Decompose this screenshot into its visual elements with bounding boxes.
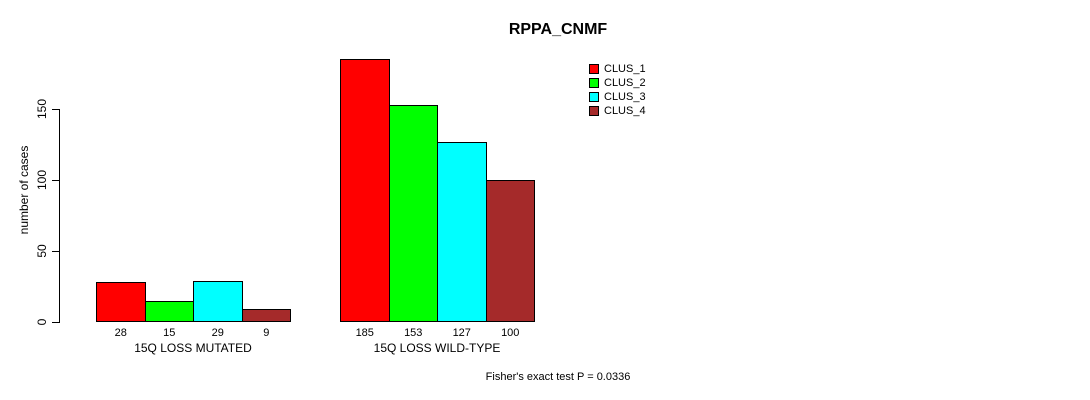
- bar-value-label: 9: [263, 327, 270, 339]
- y-axis-tick-label: 50: [35, 244, 49, 258]
- bar-clus_3-group2: [437, 141, 487, 322]
- chart-title: RPPA_CNMF: [508, 21, 608, 38]
- bar-clus_4-group1: [241, 309, 291, 322]
- y-axis-line: [59, 109, 60, 323]
- bar-value-label: 185: [355, 327, 374, 339]
- legend-item-clus_2: CLUS_2: [589, 76, 646, 89]
- legend-item-clus_1: CLUS_1: [589, 62, 646, 75]
- bar-clus_1-group1: [96, 282, 146, 322]
- bar-clus_4-group2: [485, 180, 535, 322]
- bar-clus_1-group2: [340, 59, 390, 322]
- bar-clus_2-group1: [144, 300, 194, 322]
- group-label: 15Q LOSS WILD-TYPE: [373, 341, 501, 355]
- legend-label: CLUS_1: [604, 62, 646, 75]
- y-axis-tick-label: 0: [35, 318, 49, 326]
- y-axis-tick: [52, 322, 59, 323]
- legend-swatch-clus_1: [589, 63, 599, 74]
- legend-label: CLUS_2: [604, 76, 646, 89]
- legend-item-clus_4: CLUS_4: [589, 104, 646, 117]
- legend-swatch-clus_3: [589, 91, 599, 102]
- group-label: 15Q LOSS MUTATED: [134, 341, 252, 355]
- y-axis-tick: [52, 109, 59, 110]
- bar-value-label: 28: [114, 327, 127, 339]
- y-axis-tick: [52, 180, 59, 181]
- legend: CLUS_1 CLUS_2 CLUS_3 CLUS_4: [589, 62, 646, 117]
- y-axis-label: number of cases: [17, 145, 31, 235]
- bar-clus_2-group2: [388, 104, 438, 322]
- bar-clus_3-group1: [193, 280, 243, 322]
- y-axis-tick-label: 150: [35, 98, 49, 120]
- y-axis-tick-label: 100: [35, 169, 49, 191]
- fisher-test-annotation: Fisher's exact test P = 0.0336: [485, 371, 631, 383]
- legend-label: CLUS_4: [604, 104, 646, 117]
- bar-value-label: 29: [211, 327, 224, 339]
- legend-swatch-clus_4: [589, 105, 599, 116]
- legend-swatch-clus_2: [589, 77, 599, 88]
- legend-item-clus_3: CLUS_3: [589, 90, 646, 103]
- legend-label: CLUS_3: [604, 90, 646, 103]
- y-axis-tick: [52, 251, 59, 252]
- bar-value-label: 15: [163, 327, 176, 339]
- bar-value-label: 153: [404, 327, 423, 339]
- bar-value-label: 127: [452, 327, 471, 339]
- bar-value-label: 100: [501, 327, 520, 339]
